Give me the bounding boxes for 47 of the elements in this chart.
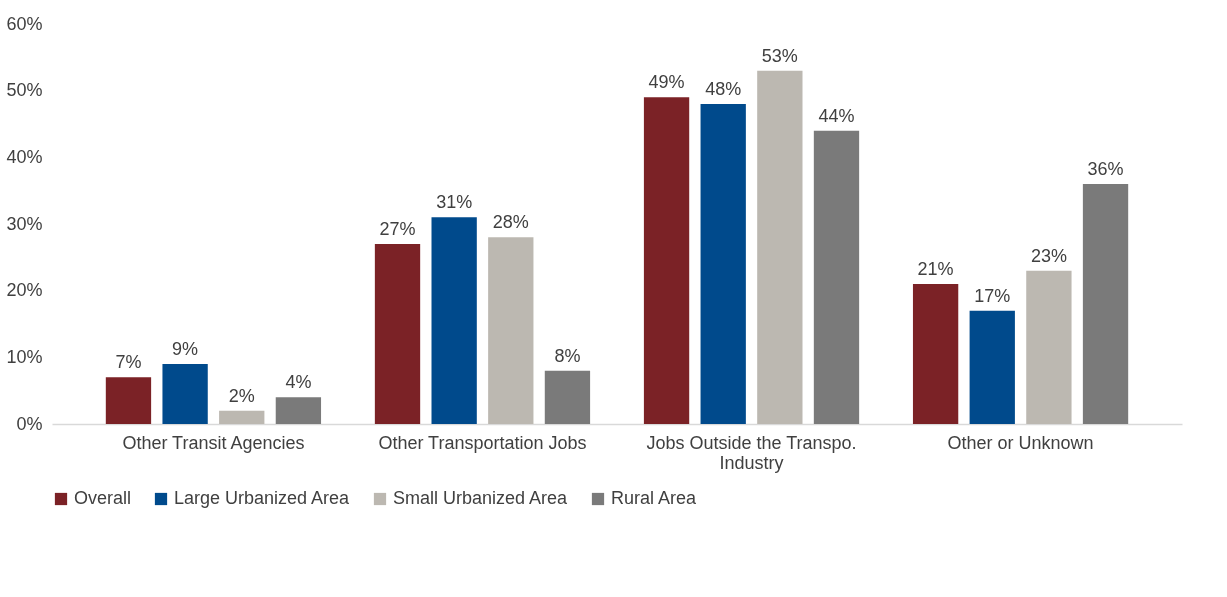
y-tick-label: 50%	[6, 80, 43, 101]
data-label: 27%	[379, 219, 416, 239]
bar	[643, 97, 690, 424]
y-tick-label: 10%	[6, 346, 43, 367]
y-tick-label: 40%	[6, 146, 43, 167]
data-label: 21%	[917, 259, 954, 279]
bar	[544, 370, 591, 424]
data-label: 7%	[115, 352, 142, 373]
x-tick-label: Other Transportation Jobs	[378, 432, 587, 453]
data-label: 53%	[761, 45, 798, 66]
bar	[162, 364, 208, 424]
data-label: 2%	[228, 385, 255, 406]
legend-label: Rural Area	[611, 488, 698, 508]
y-tick-label: 30%	[6, 213, 43, 234]
x-tick-label: Other Transit Agencies	[122, 432, 305, 453]
data-label: 23%	[1030, 245, 1067, 266]
bar	[488, 237, 534, 424]
x-tick-label: Other or Unknown	[947, 432, 1094, 453]
bar	[813, 130, 860, 424]
data-label: 36%	[1087, 159, 1124, 179]
y-tick-label: 20%	[6, 280, 43, 301]
data-label: 44%	[818, 105, 855, 126]
data-label: 9%	[172, 339, 199, 359]
bar	[969, 310, 1015, 424]
bar	[700, 104, 746, 424]
bar	[912, 284, 959, 424]
data-label: 8%	[554, 345, 581, 366]
data-label: 48%	[705, 79, 742, 99]
bar	[275, 397, 322, 424]
y-tick-label: 0%	[16, 413, 43, 434]
bar	[105, 377, 152, 424]
bar	[431, 217, 477, 424]
data-label: 28%	[492, 212, 529, 233]
bar	[374, 244, 421, 424]
legend-label: Overall	[74, 488, 132, 508]
data-label: 17%	[974, 285, 1011, 306]
data-label: 49%	[648, 72, 685, 93]
y-tick-label: 60%	[6, 13, 43, 34]
bar	[219, 410, 265, 424]
data-label: 4%	[285, 372, 312, 393]
bar	[1026, 270, 1072, 424]
legend-label: Large Urbanized Area	[174, 488, 351, 508]
legend-label: Small Urbanized Area	[393, 488, 569, 508]
x-tick-label: Jobs Outside the Transpo. Industry	[646, 432, 857, 473]
bar	[757, 70, 803, 424]
data-label: 31%	[436, 192, 473, 213]
bar	[1082, 184, 1129, 424]
